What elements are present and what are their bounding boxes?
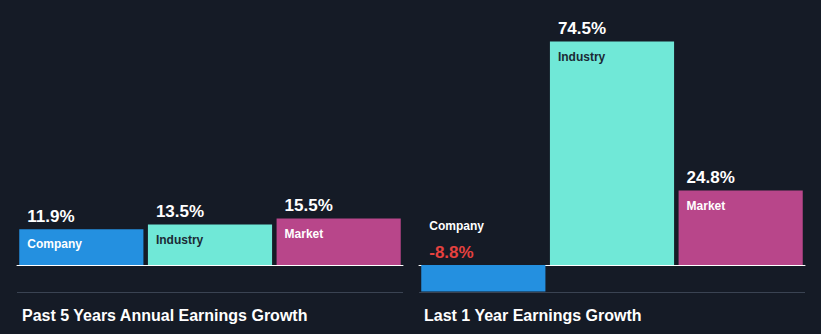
svg-text:Past 5 Years Annual Earnings G: Past 5 Years Annual Earnings Growth: [22, 307, 307, 324]
svg-text:-8.8%: -8.8%: [429, 243, 473, 262]
svg-text:13.5%: 13.5%: [156, 202, 204, 221]
svg-text:24.8%: 24.8%: [687, 168, 735, 187]
svg-text:Market: Market: [285, 227, 324, 241]
svg-text:Company: Company: [27, 237, 82, 251]
svg-text:Last 1 Year Earnings Growth: Last 1 Year Earnings Growth: [424, 307, 642, 324]
svg-text:Company: Company: [429, 219, 484, 233]
svg-text:15.5%: 15.5%: [285, 196, 333, 215]
svg-text:11.9%: 11.9%: [27, 207, 74, 226]
svg-text:Industry: Industry: [156, 233, 204, 247]
svg-text:Market: Market: [687, 199, 726, 213]
svg-text:74.5%: 74.5%: [558, 19, 606, 38]
svg-text:Industry: Industry: [558, 50, 606, 64]
